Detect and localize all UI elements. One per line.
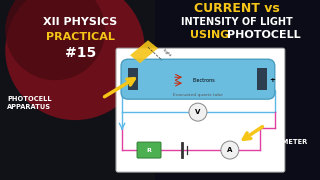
Polygon shape — [130, 40, 158, 63]
Text: XII PHYSICS: XII PHYSICS — [43, 17, 117, 27]
Circle shape — [5, 0, 105, 80]
Text: #15: #15 — [65, 46, 96, 60]
Text: PRACTICAL: PRACTICAL — [46, 32, 115, 42]
Text: Evacuated quartz tube: Evacuated quartz tube — [173, 93, 223, 97]
FancyBboxPatch shape — [121, 59, 275, 99]
Text: INTENSITY OF LIGHT: INTENSITY OF LIGHT — [181, 17, 293, 27]
Text: PHOTOCELL: PHOTOCELL — [227, 30, 300, 40]
Text: Light: Light — [162, 48, 172, 58]
Text: PHOTOCELL
APPARATUS: PHOTOCELL APPARATUS — [7, 96, 52, 110]
Text: USING: USING — [190, 30, 229, 40]
Circle shape — [5, 0, 145, 120]
Circle shape — [221, 141, 239, 159]
Bar — [257, 68, 267, 90]
Text: +: + — [269, 77, 275, 83]
Text: A: A — [227, 147, 233, 153]
Text: AMMETER: AMMETER — [271, 139, 308, 145]
Bar — [155, 0, 320, 90]
FancyBboxPatch shape — [137, 142, 161, 158]
Bar — [0, 0, 155, 180]
Text: CURRENT vs: CURRENT vs — [194, 2, 280, 15]
FancyBboxPatch shape — [116, 48, 285, 172]
Text: V: V — [195, 109, 201, 115]
Circle shape — [189, 103, 207, 121]
Text: Electrons: Electrons — [193, 78, 216, 83]
Bar — [128, 68, 138, 90]
Text: R: R — [147, 148, 151, 153]
